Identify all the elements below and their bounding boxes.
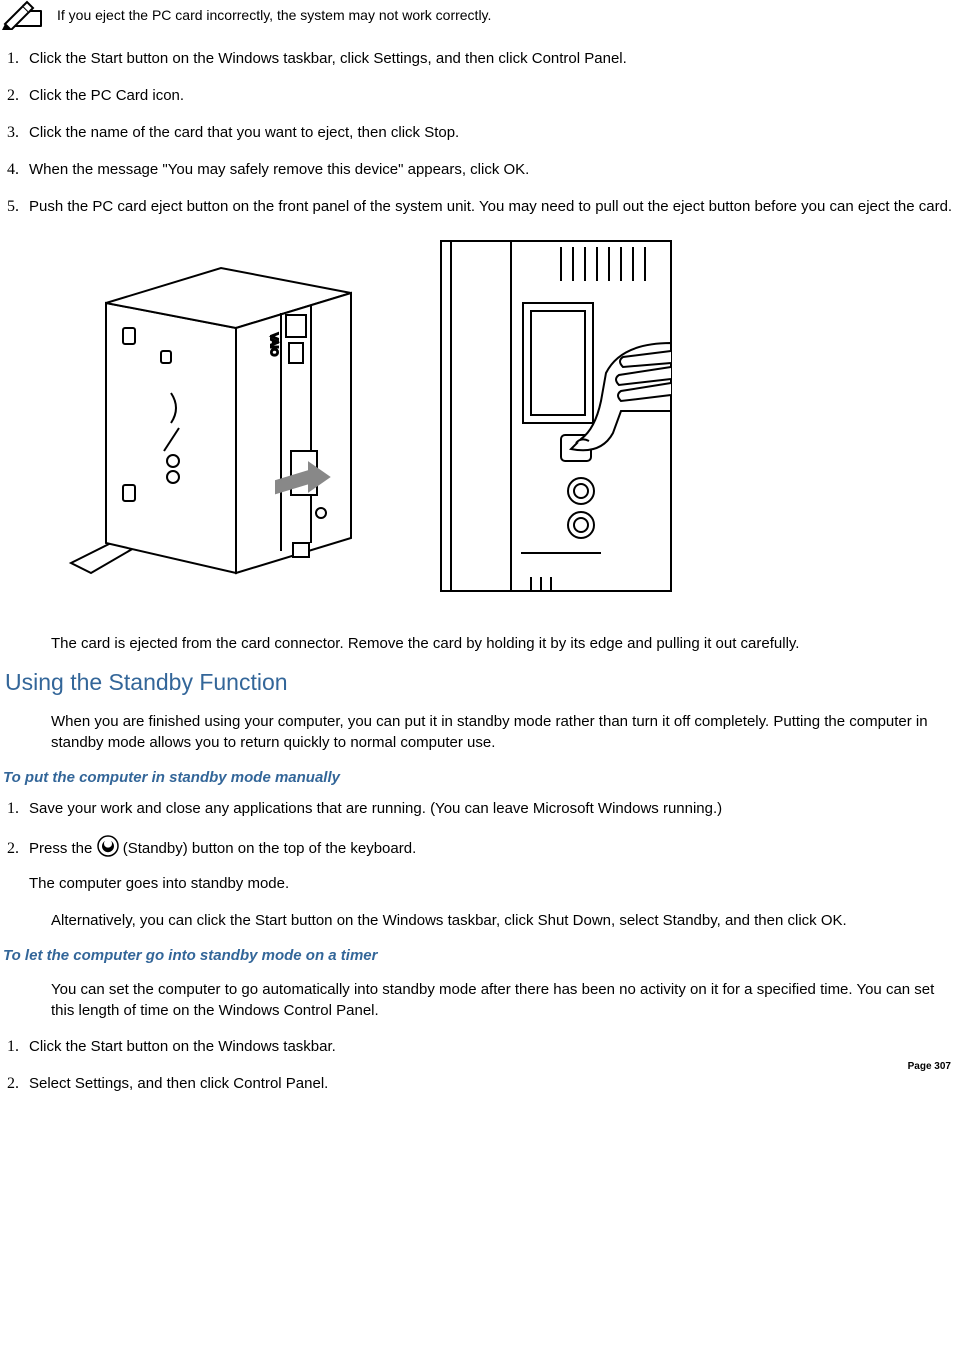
standby-icon <box>97 835 119 863</box>
standby-intro: When you are finished using your compute… <box>51 711 951 753</box>
step-item: Click the PC Card icon. <box>23 85 953 106</box>
step-item: Click the Start button on the Windows ta… <box>23 48 953 69</box>
figure-pc-card-eject: VAIO <box>61 233 953 607</box>
pencil-note-icon <box>1 0 49 30</box>
subheading-manual: To put the computer in standby mode manu… <box>3 769 953 786</box>
step2-suffix: (Standby) button on the top of the keybo… <box>123 840 417 857</box>
page-number: Page 307 <box>908 1061 951 1072</box>
section-heading: Using the Standby Function <box>5 669 953 696</box>
standby-steps-list: Save your work and close any application… <box>23 798 953 894</box>
eject-steps-list: Click the Start button on the Windows ta… <box>23 48 953 217</box>
standby-alt: Alternatively, you can click the Start b… <box>51 910 951 931</box>
step-item: When the message "You may safely remove … <box>23 159 953 180</box>
step-item: Push the PC card eject button on the fro… <box>23 196 953 217</box>
step2-prefix: Press the <box>29 840 97 857</box>
step2-note: The computer goes into standby mode. <box>29 873 953 894</box>
timer-intro: You can set the computer to go automatic… <box>51 979 951 1021</box>
after-figure-text: The card is ejected from the card connec… <box>51 633 951 654</box>
step-item: Press the (Standby) button on the top of… <box>23 835 953 894</box>
note-text: If you eject the PC card incorrectly, th… <box>57 7 491 23</box>
timer-steps-list: Click the Start button on the Windows ta… <box>23 1036 953 1094</box>
svg-text:VAIO: VAIO <box>268 333 279 356</box>
step-item: Save your work and close any application… <box>23 798 953 819</box>
step-item: Select Settings, and then click Control … <box>23 1073 953 1094</box>
step-item: Click the Start button on the Windows ta… <box>23 1036 953 1057</box>
note-row: If you eject the PC card incorrectly, th… <box>1 0 953 30</box>
step-item: Click the name of the card that you want… <box>23 122 953 143</box>
subheading-timer: To let the computer go into standby mode… <box>3 947 953 964</box>
